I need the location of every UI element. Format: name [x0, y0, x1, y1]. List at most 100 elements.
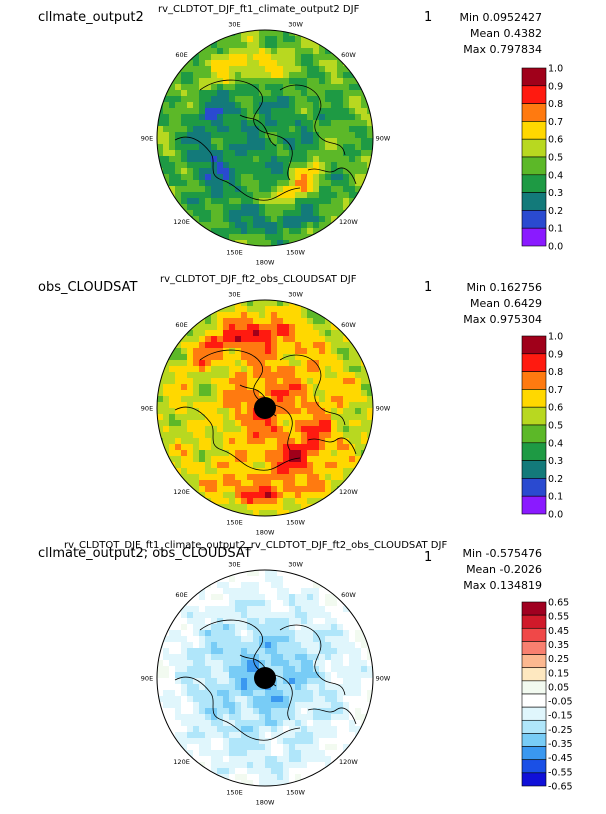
field-cell	[277, 480, 284, 487]
longitude-label: 180W	[256, 799, 275, 807]
field-cell	[265, 708, 272, 715]
field-cell	[235, 348, 242, 355]
field-cell	[349, 144, 356, 151]
field-cell	[325, 54, 332, 61]
field-cell	[205, 600, 212, 607]
field-cell	[337, 336, 344, 343]
field-cell	[301, 372, 308, 379]
field-cell	[241, 396, 248, 403]
field-cell	[289, 756, 296, 763]
field-cell	[319, 162, 326, 169]
field-cell	[271, 120, 278, 127]
field-cell	[271, 750, 278, 757]
field-cell	[241, 48, 248, 55]
field-cell	[181, 366, 188, 373]
colorbar-tick-label: 0.25	[548, 654, 569, 665]
field-cell	[241, 738, 248, 745]
panel-difference: rv_CLDTOT_DJF_ft1_climate_output2_rv_CLD…	[0, 540, 606, 814]
field-cell	[253, 366, 260, 373]
field-cell	[241, 498, 248, 505]
field-cell	[229, 222, 236, 229]
field-cell	[229, 720, 236, 727]
field-cell	[295, 354, 302, 361]
field-cell	[289, 438, 296, 445]
field-cell	[253, 114, 260, 121]
field-cell	[337, 744, 344, 751]
field-cell	[217, 66, 224, 73]
field-cell	[211, 714, 218, 721]
field-cell	[193, 588, 200, 595]
field-cell	[283, 354, 290, 361]
field-cell	[343, 138, 350, 145]
field-cell	[253, 306, 260, 313]
field-cell	[181, 738, 188, 745]
field-cell	[295, 396, 302, 403]
field-cell	[283, 48, 290, 55]
field-cell	[163, 168, 170, 175]
field-cell	[289, 174, 296, 181]
field-cell	[289, 234, 296, 241]
field-cell	[337, 378, 344, 385]
field-cell	[217, 330, 224, 337]
field-cell	[313, 612, 320, 619]
field-cell	[277, 336, 284, 343]
field-cell	[175, 126, 182, 133]
field-cell	[289, 198, 296, 205]
field-cell	[247, 336, 254, 343]
field-cell	[307, 588, 314, 595]
field-cell	[313, 438, 320, 445]
field-cell	[247, 330, 254, 337]
field-cell	[283, 588, 290, 595]
field-cell	[175, 696, 182, 703]
field-cell	[241, 708, 248, 715]
field-cell	[265, 450, 272, 457]
field-cell	[271, 90, 278, 97]
colorbar-swatch	[521, 227, 547, 247]
field-cell	[193, 444, 200, 451]
longitude-label: 30W	[288, 21, 303, 29]
field-cell	[271, 462, 278, 469]
field-cell	[235, 120, 242, 127]
field-cell	[283, 636, 290, 643]
field-cell	[187, 156, 194, 163]
field-cell	[295, 738, 302, 745]
field-cell	[199, 636, 206, 643]
field-cell	[211, 84, 218, 91]
field-cell	[253, 654, 260, 661]
field-cell	[175, 684, 182, 691]
field-cell	[259, 390, 266, 397]
field-cell	[313, 744, 320, 751]
field-cell	[337, 672, 344, 679]
field-cell	[289, 222, 296, 229]
field-cell	[361, 438, 368, 445]
field-cell	[337, 474, 344, 481]
field-cell	[331, 96, 338, 103]
field-cell	[271, 702, 278, 709]
field-cell	[355, 612, 362, 619]
field-cell	[223, 72, 230, 79]
field-cell	[181, 156, 188, 163]
field-cell	[175, 612, 182, 619]
field-cell	[331, 120, 338, 127]
field-cell	[271, 732, 278, 739]
field-cell	[319, 216, 326, 223]
field-cell	[235, 486, 242, 493]
field-cell	[199, 492, 206, 499]
field-cell	[319, 480, 326, 487]
field-cell	[265, 696, 272, 703]
field-cell	[241, 30, 248, 37]
field-cell	[271, 708, 278, 715]
field-cell	[319, 324, 326, 331]
field-cell	[271, 744, 278, 751]
field-cell	[289, 678, 296, 685]
field-cell	[325, 408, 332, 415]
field-cell	[283, 684, 290, 691]
field-cell	[223, 702, 230, 709]
field-cell	[211, 198, 218, 205]
field-cell	[271, 570, 278, 577]
field-cell	[205, 726, 212, 733]
field-cell	[187, 384, 194, 391]
field-cell	[157, 636, 164, 643]
field-cell	[187, 750, 194, 757]
field-cell	[199, 204, 206, 211]
